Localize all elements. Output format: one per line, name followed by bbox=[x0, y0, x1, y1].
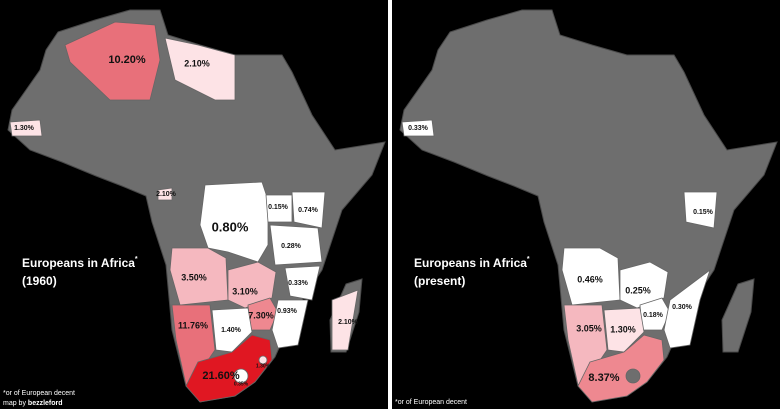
country-label: 0.15% bbox=[693, 209, 714, 216]
kenya bbox=[683, 191, 718, 229]
country-label: 21.60% bbox=[202, 370, 240, 382]
country-label: 2.10% bbox=[338, 319, 359, 326]
credit-prefix: map by bbox=[3, 400, 26, 407]
country-label: 0.33% bbox=[288, 280, 309, 287]
country-label: 3.10% bbox=[232, 286, 258, 296]
senegal bbox=[9, 119, 43, 137]
country-label: 0.80% bbox=[212, 219, 249, 234]
country-label: 1.40% bbox=[221, 327, 242, 334]
kenya bbox=[291, 191, 326, 229]
title-mark: * bbox=[527, 256, 530, 263]
country-label: 3.50% bbox=[181, 272, 207, 282]
tanzania bbox=[269, 224, 323, 266]
country-label: 11.76% bbox=[178, 320, 208, 330]
botswana bbox=[211, 307, 253, 353]
swaziland bbox=[258, 355, 268, 365]
lesotho bbox=[233, 368, 249, 384]
country-label: 10.20% bbox=[108, 54, 146, 66]
mozambique bbox=[663, 268, 711, 349]
country-label: 7.30% bbox=[248, 310, 274, 320]
botswana bbox=[603, 307, 645, 353]
country-label: 0.30% bbox=[672, 304, 693, 311]
map-subtitle: (present) bbox=[414, 274, 465, 288]
credit-name: bezzleford bbox=[28, 400, 63, 407]
country-label: 0.74% bbox=[298, 207, 319, 214]
title-text: Europeans in Africa bbox=[22, 256, 135, 270]
footnote: *or of European decent bbox=[3, 390, 75, 397]
mozambique bbox=[271, 299, 309, 349]
country-label: 0.33% bbox=[408, 125, 429, 132]
libya bbox=[164, 37, 236, 101]
title-mark: * bbox=[135, 256, 138, 263]
map-title: Europeans in Africa* bbox=[414, 256, 530, 270]
zambia bbox=[227, 261, 277, 309]
madagascar-1960 bbox=[331, 289, 359, 351]
algeria bbox=[64, 21, 161, 101]
south-africa bbox=[577, 334, 665, 403]
south-africa bbox=[185, 334, 273, 403]
country-label: 0.28% bbox=[281, 243, 302, 250]
country-label: 1.30% bbox=[14, 125, 35, 132]
map-title: Europeans in Africa* bbox=[22, 256, 138, 270]
country-label: 1.30% bbox=[610, 324, 636, 334]
country-label: 0.25% bbox=[625, 285, 651, 295]
title-text: Europeans in Africa bbox=[414, 256, 527, 270]
credit: map by bezzleford bbox=[3, 400, 63, 407]
map-subtitle: (1960) bbox=[22, 274, 57, 288]
country-label: 8.37% bbox=[588, 372, 619, 384]
footnote: *or of European decent bbox=[395, 399, 467, 406]
map-present: 0.33% 0.15% 0.46% 0.25% 0.18% 0.30% 3.05… bbox=[395, 9, 778, 406]
country-label: 0.46% bbox=[577, 274, 603, 284]
uganda bbox=[265, 194, 293, 223]
country-label: 1.30% bbox=[256, 363, 271, 369]
country-label: 0.18% bbox=[643, 312, 664, 319]
country-label: 0.35% bbox=[234, 381, 249, 387]
country-label: 0.93% bbox=[277, 308, 298, 315]
country-label: 3.05% bbox=[576, 323, 602, 333]
malawi bbox=[284, 265, 321, 301]
senegal bbox=[401, 119, 435, 137]
map-1960: 10.20% 2.10% 1.30% 2.10% 0.80% 0.15% 0.7… bbox=[3, 9, 386, 407]
country-label: 2.10% bbox=[156, 191, 177, 198]
gabon bbox=[157, 187, 173, 201]
country-label: 0.15% bbox=[268, 204, 289, 211]
zambia bbox=[619, 261, 669, 309]
lesotho bbox=[625, 368, 641, 384]
country-label: 2.10% bbox=[184, 58, 210, 68]
